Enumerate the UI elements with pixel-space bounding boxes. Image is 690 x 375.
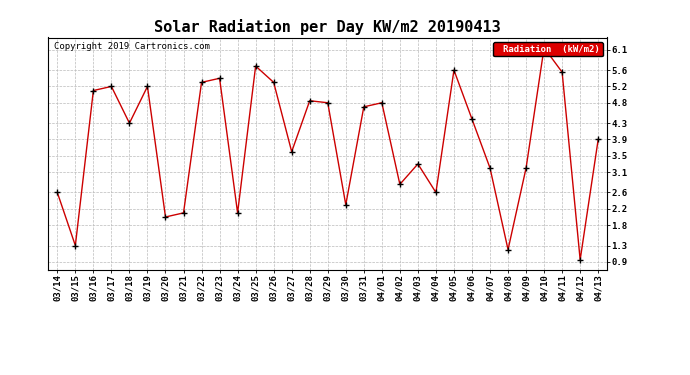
- Title: Solar Radiation per Day KW/m2 20190413: Solar Radiation per Day KW/m2 20190413: [155, 19, 501, 35]
- Text: Copyright 2019 Cartronics.com: Copyright 2019 Cartronics.com: [54, 42, 210, 51]
- Legend: Radiation  (kW/m2): Radiation (kW/m2): [493, 42, 602, 56]
